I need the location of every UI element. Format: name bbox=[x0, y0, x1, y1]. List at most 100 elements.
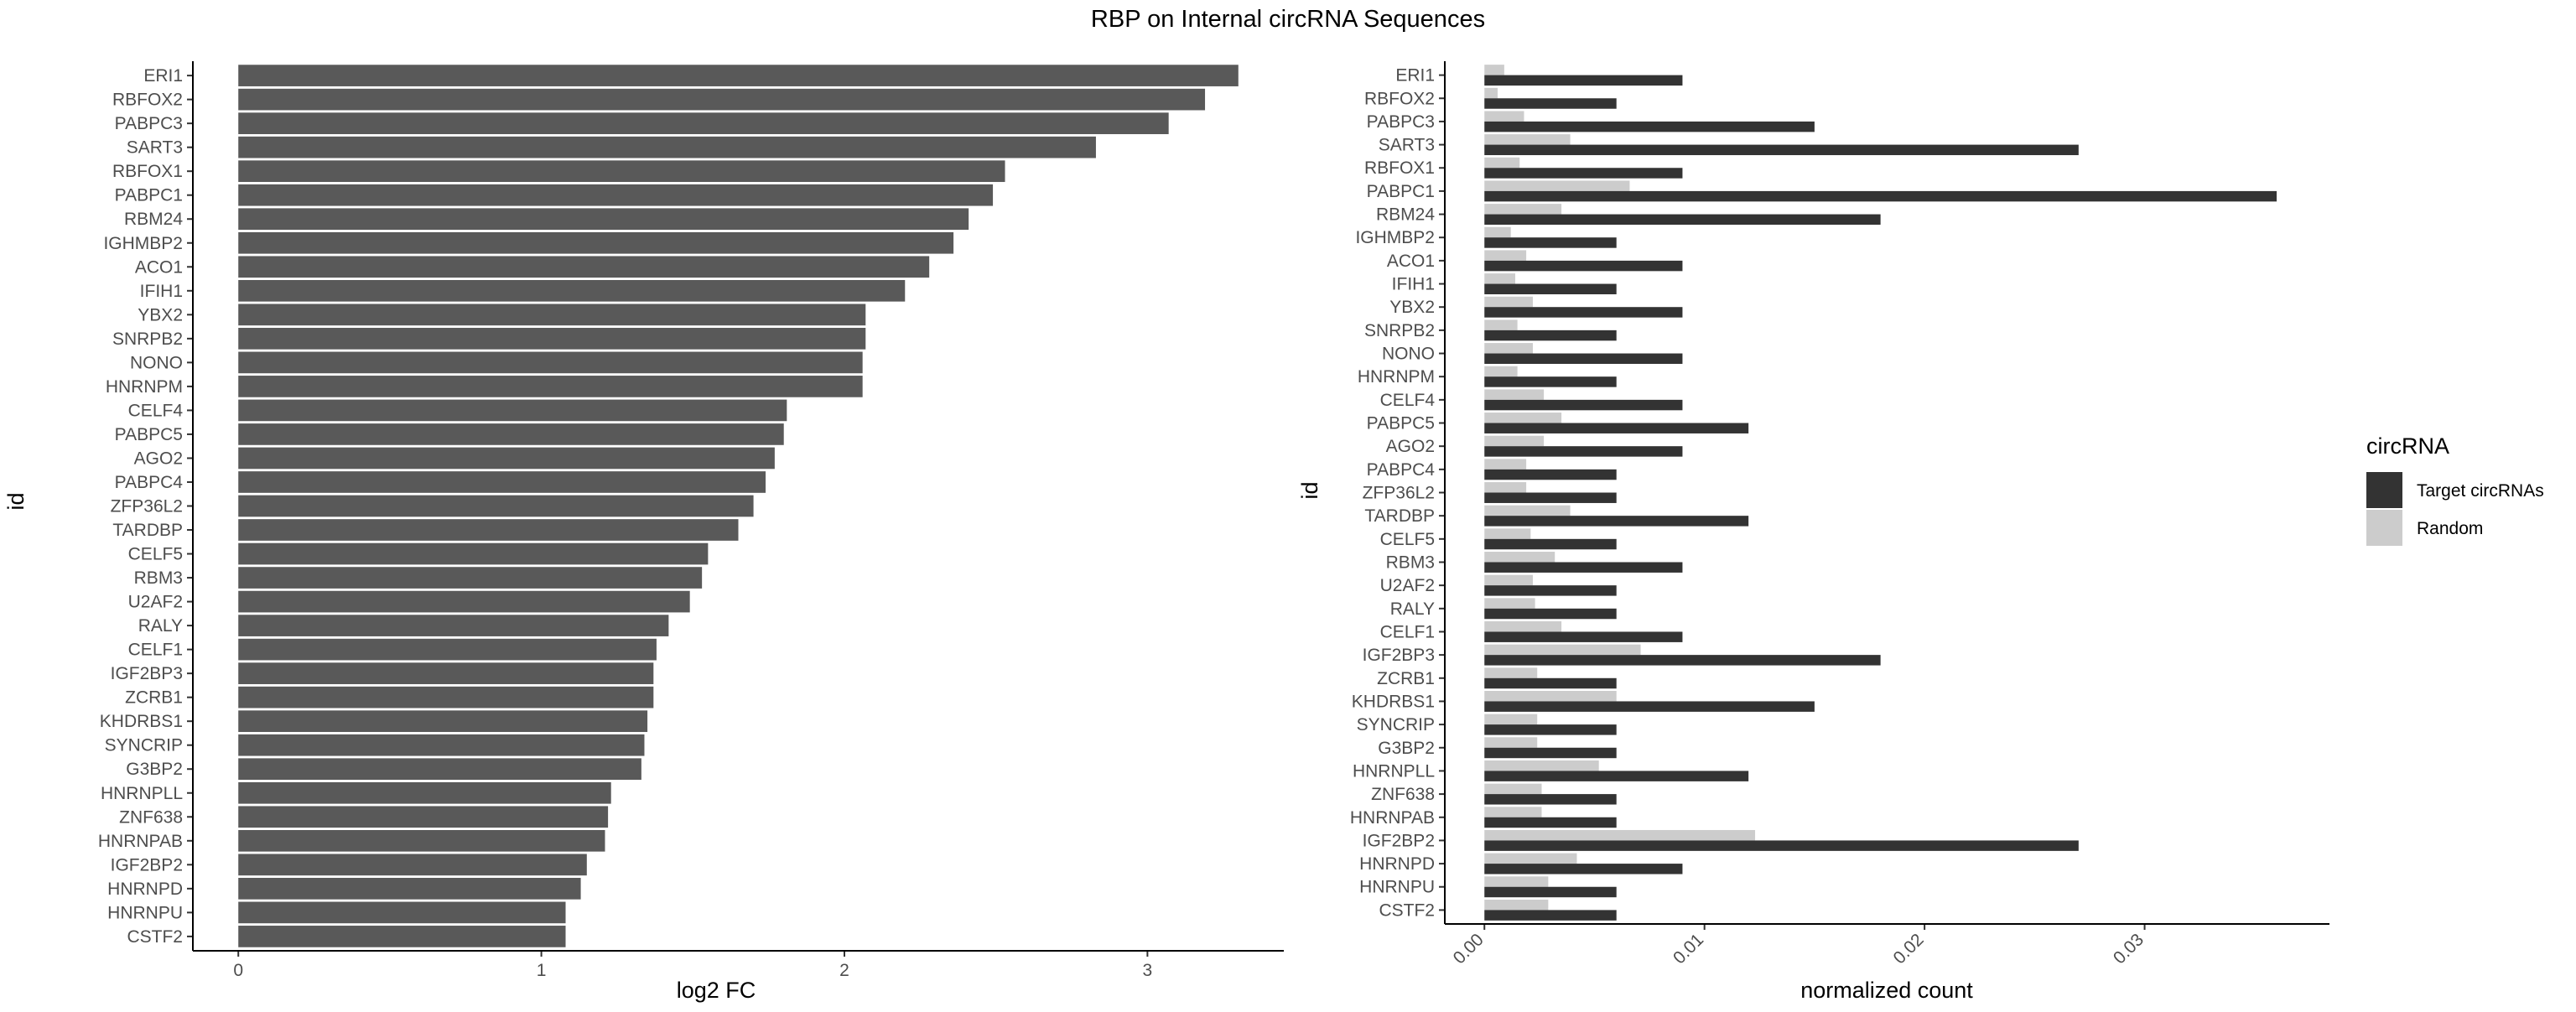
bar-random-ZCRB1 bbox=[1484, 667, 1538, 678]
bar-target-ERI1 bbox=[1484, 75, 1683, 86]
y-tick-label-PABPC4: PABPC4 bbox=[1367, 460, 1436, 480]
bar-random-RALY bbox=[1484, 598, 1535, 609]
bar-SNRPB2 bbox=[238, 328, 866, 350]
y-tick-label-AGO2: AGO2 bbox=[1386, 437, 1435, 456]
bar-target-PABPC1 bbox=[1484, 190, 2277, 202]
y-tick-label-SART3: SART3 bbox=[1379, 136, 1435, 155]
y-tick-label-G3BP2: G3BP2 bbox=[126, 760, 183, 779]
bar-target-SNRPB2 bbox=[1484, 330, 1617, 341]
bar-HNRNPD bbox=[238, 878, 581, 900]
y-tick-label-ZCRB1: ZCRB1 bbox=[125, 688, 183, 708]
bar-target-IGF2BP3 bbox=[1484, 655, 1881, 666]
y-tick-label-IGF2BP2: IGF2BP2 bbox=[111, 855, 183, 874]
y-tick-label-NONO: NONO bbox=[130, 353, 183, 372]
y-tick-label-CSTF2: CSTF2 bbox=[127, 927, 183, 947]
y-tick-label-ZCRB1: ZCRB1 bbox=[1377, 669, 1435, 688]
legend-label-random: Random bbox=[2417, 519, 2483, 538]
left-x-ticks: 0 1 2 3 bbox=[233, 951, 1152, 980]
bar-IFIH1 bbox=[238, 279, 906, 302]
y-tick-label-U2AF2: U2AF2 bbox=[1380, 576, 1435, 595]
right-y-axis-title: id bbox=[1297, 481, 1322, 499]
bar-random-PABPC3 bbox=[1484, 111, 1524, 122]
bar-target-PABPC3 bbox=[1484, 121, 1815, 132]
bar-random-HNRNPD bbox=[1484, 853, 1577, 864]
bar-target-CELF1 bbox=[1484, 631, 1683, 642]
x-tick-label-0.01: 0.01 bbox=[1670, 930, 1707, 968]
y-tick-label-PABPC3: PABPC3 bbox=[1367, 112, 1435, 132]
y-tick-label-TARDBP: TARDBP bbox=[1364, 506, 1435, 526]
y-tick-label-PABPC1: PABPC1 bbox=[1367, 182, 1435, 201]
bar-HNRNPAB bbox=[238, 829, 605, 852]
bar-random-HNRNPM bbox=[1484, 366, 1518, 377]
y-tick-label-SNRPB2: SNRPB2 bbox=[1364, 321, 1435, 340]
bar-target-ACO1 bbox=[1484, 260, 1683, 272]
bar-ERI1 bbox=[238, 65, 1239, 86]
bar-IGF2BP3 bbox=[238, 662, 654, 684]
bar-random-ZNF638 bbox=[1484, 783, 1542, 795]
bar-random-HNRNPAB bbox=[1484, 807, 1542, 817]
bar-random-IFIH1 bbox=[1484, 273, 1515, 284]
bar-IGF2BP2 bbox=[238, 854, 587, 876]
bar-PABPC1 bbox=[238, 184, 994, 206]
bar-target-SART3 bbox=[1484, 144, 2079, 156]
bar-random-RBFOX1 bbox=[1484, 157, 1520, 169]
bar-random-KHDRBS1 bbox=[1484, 691, 1617, 702]
bar-random-CSTF2 bbox=[1484, 899, 1549, 911]
y-tick-label-RBFOX1: RBFOX1 bbox=[112, 162, 183, 181]
y-tick-label-RBM3: RBM3 bbox=[134, 568, 183, 588]
bar-random-IGF2BP3 bbox=[1484, 644, 1641, 656]
bar-RBM24 bbox=[238, 208, 969, 231]
y-tick-label-KHDRBS1: KHDRBS1 bbox=[100, 712, 183, 731]
bar-random-IGHMBP2 bbox=[1484, 226, 1511, 238]
bar-target-HNRNPD bbox=[1484, 864, 1683, 874]
y-tick-label-CELF4: CELF4 bbox=[128, 401, 184, 420]
bar-target-PABPC4 bbox=[1484, 469, 1617, 480]
y-tick-label-ERI1: ERI1 bbox=[1395, 66, 1435, 86]
bar-random-SART3 bbox=[1484, 134, 1571, 145]
bar-target-TARDBP bbox=[1484, 516, 1749, 527]
y-tick-label-TARDBP: TARDBP bbox=[112, 521, 183, 540]
y-tick-label-IGF2BP2: IGF2BP2 bbox=[1363, 831, 1435, 850]
x-tick-label-2: 2 bbox=[839, 961, 849, 980]
x-tick-label-3: 3 bbox=[1143, 961, 1153, 980]
bar-AGO2 bbox=[238, 447, 775, 470]
legend-swatch-random bbox=[2366, 510, 2402, 546]
bar-target-RBFOX1 bbox=[1484, 168, 1683, 179]
x-tick-label-1: 1 bbox=[537, 961, 547, 980]
bar-target-HNRNPM bbox=[1484, 376, 1617, 387]
y-tick-label-CELF4: CELF4 bbox=[1380, 391, 1436, 410]
y-tick-label-HNRNPLL: HNRNPLL bbox=[101, 784, 183, 803]
y-tick-label-IFIH1: IFIH1 bbox=[1392, 275, 1435, 294]
bar-target-SYNCRIP bbox=[1484, 724, 1617, 735]
y-tick-label-CSTF2: CSTF2 bbox=[1379, 900, 1435, 920]
y-tick-label-SYNCRIP: SYNCRIP bbox=[1357, 715, 1435, 734]
bar-random-CELF1 bbox=[1484, 621, 1562, 632]
bar-ZNF638 bbox=[238, 806, 609, 828]
x-tick-label-0.03: 0.03 bbox=[2110, 930, 2148, 968]
bar-target-RBFOX2 bbox=[1484, 98, 1617, 109]
bar-target-IFIH1 bbox=[1484, 283, 1617, 294]
bar-RALY bbox=[238, 615, 669, 636]
y-tick-label-U2AF2: U2AF2 bbox=[128, 593, 183, 612]
y-tick-label-SNRPB2: SNRPB2 bbox=[112, 330, 183, 349]
left-y-axis-title: id bbox=[3, 492, 29, 510]
bar-PABPC4 bbox=[238, 471, 766, 493]
y-tick-label-YBX2: YBX2 bbox=[138, 305, 183, 324]
bar-CELF4 bbox=[238, 399, 787, 422]
bar-KHDRBS1 bbox=[238, 710, 648, 733]
legend: circRNA Target circRNAs Random bbox=[2366, 433, 2544, 546]
y-tick-label-HNRNPAB: HNRNPAB bbox=[1350, 808, 1435, 828]
y-tick-label-RBFOX1: RBFOX1 bbox=[1364, 158, 1435, 178]
bar-random-RBFOX2 bbox=[1484, 87, 1498, 99]
y-tick-label-HNRNPM: HNRNPM bbox=[106, 377, 183, 397]
bar-RBM3 bbox=[238, 567, 703, 589]
y-tick-label-IGHMBP2: IGHMBP2 bbox=[1355, 228, 1435, 247]
bar-NONO bbox=[238, 351, 863, 374]
bar-random-RBM24 bbox=[1484, 204, 1562, 215]
y-tick-label-IGF2BP3: IGF2BP3 bbox=[111, 664, 183, 683]
right-panel: ERI1 RBFOX2 PABPC3 SART3 RBFOX1 PABPC1 RBM24 IG… bbox=[1297, 61, 2329, 1003]
bar-IGHMBP2 bbox=[238, 231, 954, 254]
y-tick-label-PABPC3: PABPC3 bbox=[115, 114, 183, 133]
y-tick-label-RBFOX2: RBFOX2 bbox=[112, 91, 183, 110]
y-tick-label-ERI1: ERI1 bbox=[143, 66, 183, 86]
